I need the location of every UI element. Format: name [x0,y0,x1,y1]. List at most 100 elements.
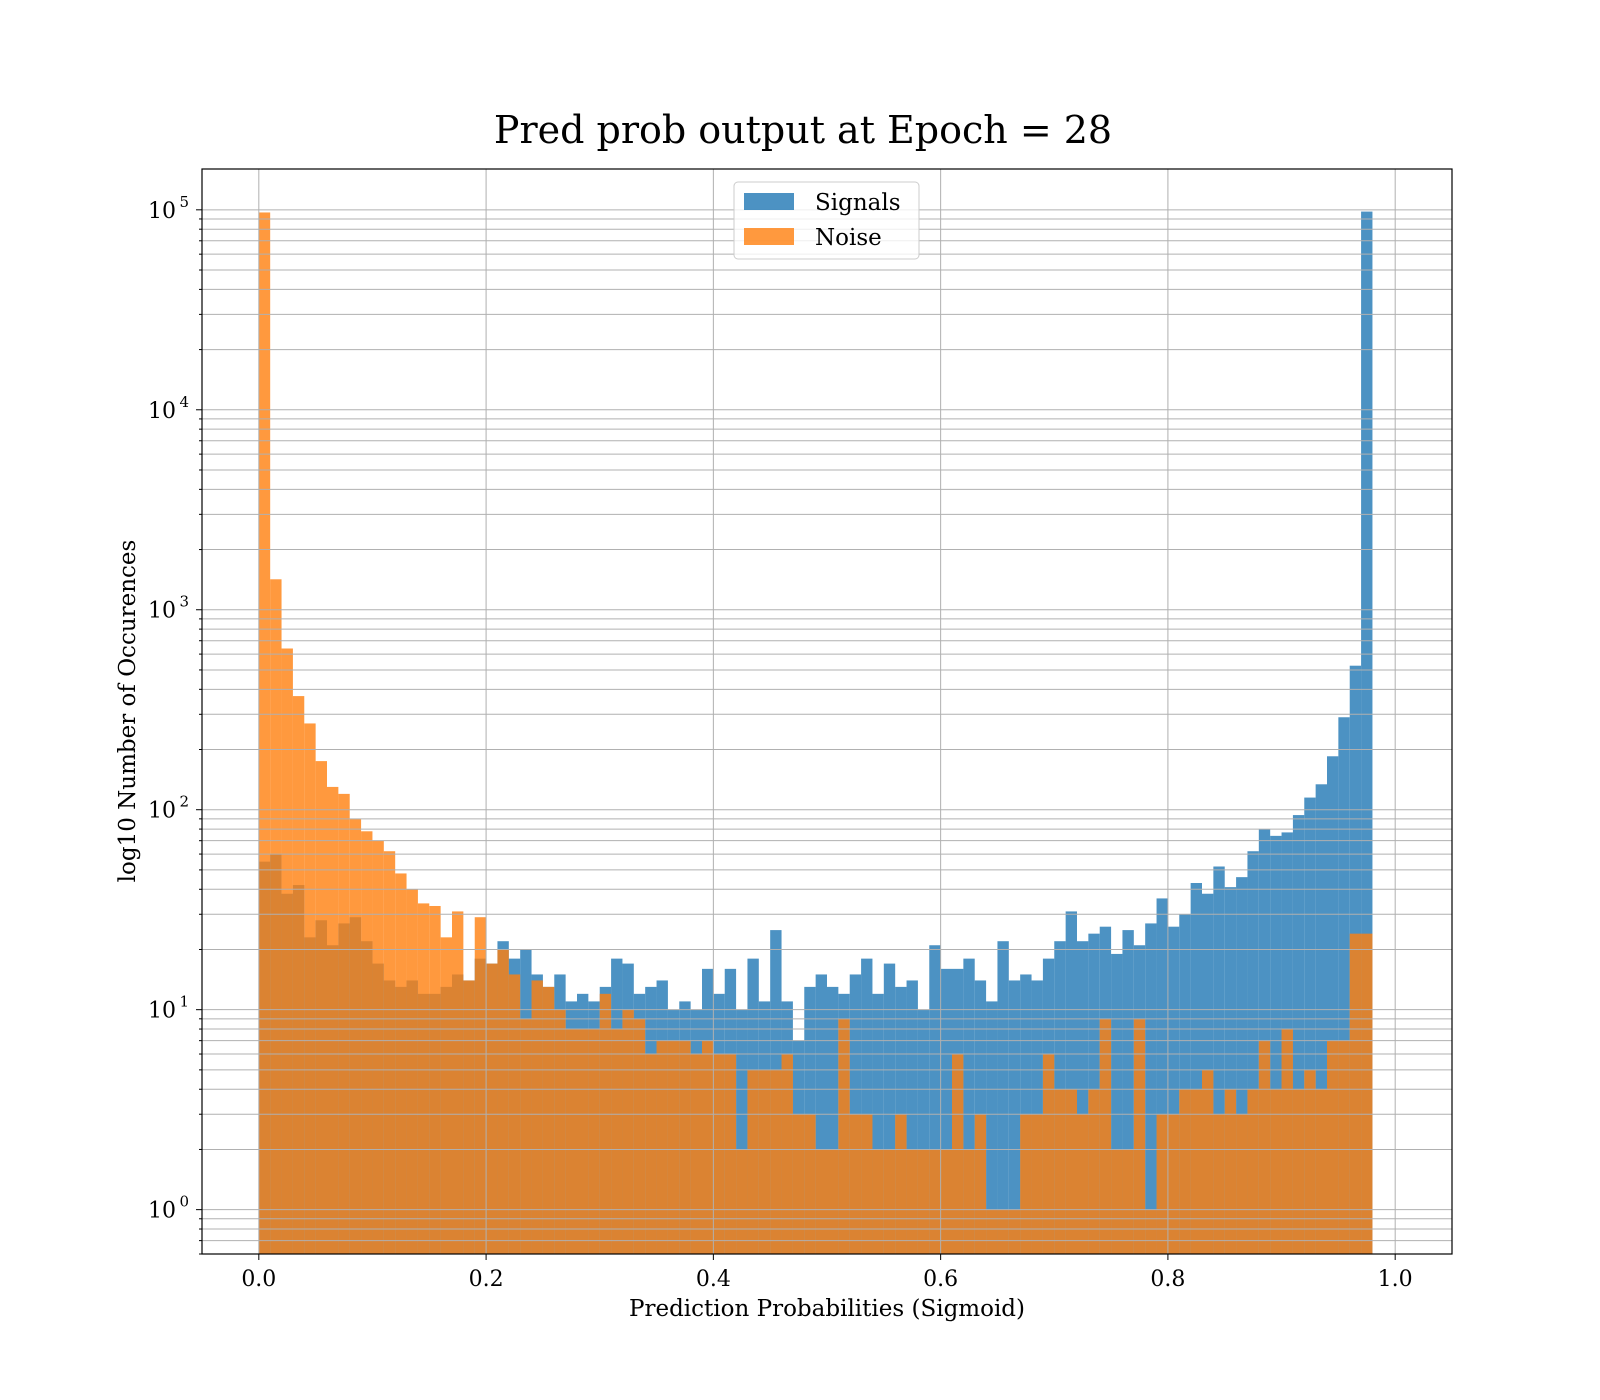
bar-signals [1236,877,1248,1254]
x-tick-label: 0.4 [696,1267,731,1292]
y-tick-label: 10 [148,399,176,424]
y-axis-label: log10 Number of Occurences [115,540,141,883]
bar-noise [883,1149,896,1254]
bar-noise [770,1069,782,1254]
bar-noise [895,1114,907,1254]
bar-noise [1304,1069,1316,1254]
bar-noise [997,1209,1009,1254]
bar-noise [520,1018,532,1254]
bar-signals [1361,211,1373,1254]
bar-noise [963,1149,975,1254]
bar-noise [270,579,282,1254]
bar-noise [611,1029,623,1254]
bar-noise [1224,1089,1237,1254]
x-tick-label: 0.6 [923,1267,958,1292]
bar-noise [986,1209,998,1254]
bar-noise [304,723,316,1254]
histogram-bars [258,211,1373,1255]
bar-signals [1156,898,1168,1254]
y-tick-label-exponent: 0 [179,1193,189,1211]
bar-noise [827,1149,839,1254]
bar-signals [1077,941,1089,1254]
bar-noise [872,1149,884,1254]
bar-signals [940,968,952,1254]
bar-noise [702,1040,714,1254]
bar-signals [1111,953,1123,1254]
x-tick-label: 0.0 [241,1267,276,1292]
bar-signals [827,986,839,1254]
bar-noise [1145,1209,1157,1254]
bar-noise [474,917,487,1254]
bar-noise [1258,1040,1271,1254]
bar-noise [1361,933,1373,1254]
x-axis-label: Prediction Probabilities (Sigmoid) [629,1296,1025,1322]
bar-noise [917,1149,930,1254]
bar-noise [940,1149,952,1254]
bar-noise [667,1040,680,1254]
bar-noise [315,761,327,1254]
y-tick-label-exponent: 4 [179,393,189,411]
bar-signals [917,1009,930,1254]
bar-noise [588,1029,600,1254]
bar-signals [986,1001,998,1254]
y-tick-label: 10 [148,999,176,1024]
bar-noise [1133,1018,1146,1254]
legend-swatch-signals [744,193,794,210]
bar-noise [781,1054,793,1254]
bar-noise [974,1114,987,1254]
bar-signals [1224,887,1237,1254]
bar-noise [1054,1089,1066,1254]
bar-noise [849,1114,862,1254]
plot-area-frame [201,168,1453,1255]
y-tick-label-exponent: 3 [179,593,189,611]
chart-title: Pred prob output at Epoch = 28 [494,108,1112,152]
bar-noise [361,831,373,1254]
legend-swatch-noise [744,228,794,245]
bar-noise [1031,1114,1043,1254]
bar-signals [1065,911,1077,1254]
y-tick-label: 10 [148,799,176,824]
bar-noise [1236,1114,1248,1254]
bar-noise [952,1054,964,1254]
bar-noise [1042,1054,1055,1254]
bar-noise [565,1029,577,1254]
bar-signals [1338,717,1350,1254]
bar-noise [1020,1114,1032,1254]
x-tick-label: 0.2 [469,1267,504,1292]
bar-signals [997,941,1009,1254]
bar-noise [395,873,407,1254]
bar-signals [861,958,873,1254]
bar-signals [1213,866,1225,1254]
bar-signals [1122,930,1134,1254]
bar-signals [963,958,975,1254]
bar-noise [406,889,418,1254]
bar-noise [815,1149,827,1254]
bar-noise [599,993,612,1254]
bar-noise [1202,1069,1214,1254]
bar-noise [497,949,509,1254]
bar-noise [383,851,396,1254]
x-tick-label: 1.0 [1378,1267,1413,1292]
bar-noise [861,1114,873,1254]
bar-noise [622,1009,634,1254]
bar-signals [1008,980,1021,1254]
bar-noise [463,980,475,1254]
x-axis-ticks: 0.0 0.2 0.4 0.6 0.8 1.0 [241,1254,1413,1292]
bar-noise [747,1069,759,1254]
bar-noise [292,696,305,1254]
bar-noise [258,212,271,1255]
y-tick-label-exponent: 5 [179,193,189,211]
bar-noise [338,793,350,1254]
bar-noise [1122,1149,1134,1254]
bar-noise [1088,1089,1100,1254]
y-tick-label: 10 [148,199,176,224]
y-tick-label-exponent: 2 [179,793,189,811]
bar-noise [929,1149,941,1254]
bar-noise [1167,1114,1180,1254]
y-tick-label: 10 [148,1199,176,1224]
bar-noise [417,903,430,1254]
bar-noise [1008,1209,1021,1254]
bar-noise [531,980,543,1254]
